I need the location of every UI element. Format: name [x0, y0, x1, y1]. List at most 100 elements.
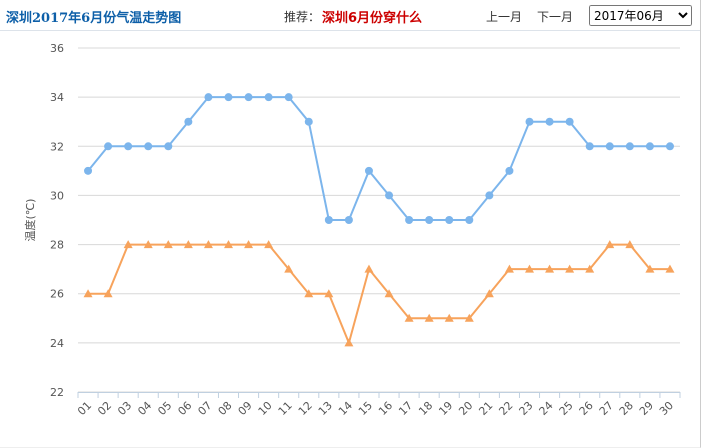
- point: [424, 313, 434, 322]
- point: [364, 264, 374, 273]
- point: [484, 289, 494, 298]
- point: [545, 117, 554, 126]
- point: [344, 338, 354, 347]
- point: [84, 166, 93, 175]
- point: [124, 142, 133, 151]
- x-tick-label: 15: [356, 399, 375, 418]
- x-tick-label: 27: [597, 399, 616, 418]
- point: [284, 264, 294, 273]
- x-tick-label: 01: [75, 399, 94, 418]
- point: [324, 289, 334, 298]
- y-axis-label: 温度(℃): [23, 199, 37, 242]
- point: [585, 264, 595, 273]
- x-tick-label: 24: [537, 399, 556, 418]
- x-tick-label: 14: [336, 399, 355, 418]
- series-line: [88, 243, 670, 346]
- x-tick-label: 29: [637, 399, 656, 418]
- point: [565, 117, 574, 126]
- recommend-label: 推荐：: [284, 10, 321, 24]
- y-tick-label: 34: [50, 91, 64, 104]
- prev-month[interactable]: 上一月: [486, 10, 523, 24]
- x-tick-label: 12: [296, 399, 315, 418]
- x-tick-label: 23: [517, 399, 536, 418]
- point: [525, 264, 534, 273]
- point: [304, 289, 314, 298]
- point: [183, 240, 193, 249]
- x-tick-label: 30: [657, 399, 676, 418]
- next-month[interactable]: 下一月: [537, 10, 574, 24]
- point: [425, 216, 434, 224]
- point: [605, 142, 614, 151]
- point: [444, 313, 454, 322]
- point: [665, 264, 675, 273]
- x-tick-label: 09: [236, 399, 255, 418]
- x-tick-label: 08: [216, 399, 235, 418]
- y-tick-label: 26: [50, 288, 64, 301]
- point: [344, 216, 353, 224]
- y-tick-label: 30: [50, 189, 64, 202]
- header: 深圳2017年6月份气温走势图 推荐： 深圳6月份穿什么 上一月 下一月 201…: [0, 0, 700, 31]
- point: [605, 240, 615, 249]
- x-tick-label: 26: [577, 399, 596, 418]
- point: [565, 264, 575, 273]
- x-tick-label: 28: [617, 399, 636, 418]
- point: [143, 240, 153, 249]
- point: [405, 216, 414, 224]
- point: [464, 313, 474, 322]
- x-tick-label: 16: [376, 399, 395, 418]
- point: [404, 313, 414, 322]
- x-tick-label: 22: [496, 399, 515, 418]
- x-tick-label: 17: [396, 399, 415, 418]
- point: [505, 166, 514, 175]
- y-tick-label: 24: [50, 337, 64, 350]
- point: [203, 240, 213, 249]
- x-tick-label: 20: [456, 399, 475, 418]
- x-tick-label: 04: [135, 399, 154, 418]
- point: [164, 142, 173, 151]
- point: [384, 289, 394, 298]
- point: [244, 240, 254, 249]
- point: [585, 142, 594, 151]
- point: [324, 216, 333, 224]
- point: [525, 117, 534, 126]
- point: [103, 289, 113, 298]
- series-line: [87, 96, 670, 221]
- point: [385, 191, 394, 200]
- y-tick-label: 36: [50, 42, 64, 55]
- point: [184, 117, 193, 126]
- point: [244, 93, 253, 102]
- y-tick-label: 32: [50, 140, 64, 153]
- point: [545, 264, 555, 273]
- x-tick-label: 06: [175, 399, 194, 418]
- point: [445, 216, 454, 224]
- x-tick-label: 10: [256, 399, 275, 418]
- point: [104, 142, 113, 151]
- point: [83, 289, 93, 298]
- point: [625, 240, 635, 249]
- point: [465, 216, 474, 224]
- x-tick-label: 13: [316, 399, 335, 418]
- x-tick-label: 05: [155, 399, 174, 418]
- month-select[interactable]: 2017年06月: [589, 5, 692, 26]
- x-tick-label: 02: [95, 399, 114, 418]
- recommend-link[interactable]: 深圳6月份穿什么: [322, 11, 423, 26]
- point: [304, 117, 313, 126]
- point: [625, 142, 634, 151]
- x-tick-label: 18: [416, 399, 435, 418]
- point: [645, 264, 655, 273]
- page-title: 深圳2017年6月份气温走势图: [6, 11, 182, 26]
- point: [163, 240, 173, 249]
- point: [224, 240, 233, 249]
- point: [204, 93, 213, 102]
- point: [264, 93, 273, 102]
- y-tick-label: 22: [50, 386, 64, 399]
- point: [504, 264, 514, 273]
- x-tick-label: 07: [195, 399, 214, 418]
- x-tick-label: 19: [436, 399, 455, 418]
- x-tick-label: 11: [276, 399, 295, 418]
- point: [645, 142, 654, 151]
- point: [224, 93, 233, 102]
- point: [144, 142, 153, 151]
